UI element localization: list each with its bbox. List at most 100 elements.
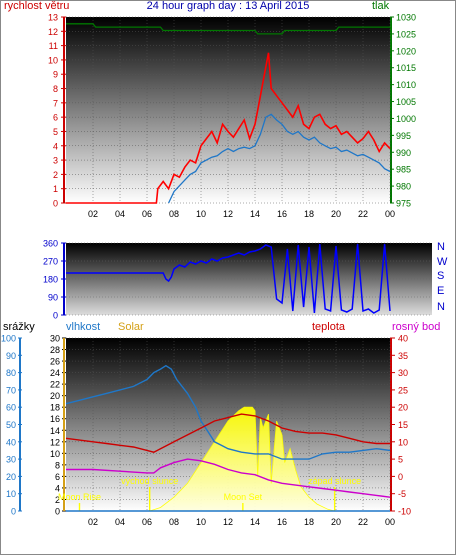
wind-tick-label: 4 <box>53 141 58 151</box>
wind-tick-label: 5 <box>53 127 58 137</box>
compass-label: W <box>437 256 448 268</box>
hour-tick-label: 10 <box>196 209 206 219</box>
wind-gust-line <box>66 52 391 204</box>
hour-tick-label: 14 <box>250 209 260 219</box>
rain-tick-label: 60 <box>6 403 16 413</box>
wind-tick-label: 0 <box>53 199 58 209</box>
humidity-tick-label: 18 <box>50 403 60 413</box>
humidity-tick-label: 4 <box>55 483 60 493</box>
compass-label: E <box>437 285 444 297</box>
hour-tick-label: 00 <box>385 209 395 219</box>
hour-tick-label: 00 <box>385 517 395 527</box>
rain-tick-label: 0 <box>11 507 16 517</box>
humidity-tick-label: 10 <box>50 449 60 459</box>
rain-tick-label: 90 <box>6 351 16 361</box>
temperature-tick-label: 0 <box>398 472 403 482</box>
hour-tick-label: 12 <box>223 517 233 527</box>
temperature-tick-label: 5 <box>398 455 403 465</box>
hour-tick-label: 16 <box>277 209 287 219</box>
hour-tick-label: 22 <box>358 209 368 219</box>
pressure-tick-label: 985 <box>396 165 411 175</box>
pressure-tick-label: 1020 <box>396 46 416 56</box>
temp-line <box>65 413 390 453</box>
hour-tick-label: 08 <box>169 209 179 219</box>
humidity-tick-label: 8 <box>55 460 60 470</box>
temperature-tick-label: 15 <box>398 420 408 430</box>
humidity-tick-label: 0 <box>55 507 60 517</box>
hour-tick-label: 02 <box>88 517 98 527</box>
compass-label: N <box>437 301 445 313</box>
wind-tick-label: 13 <box>48 13 58 23</box>
humidity-tick-label: 16 <box>50 414 60 424</box>
hour-tick-label: 06 <box>142 517 152 527</box>
humidity-tick-label: 28 <box>50 345 60 355</box>
temperature-tick-label: 30 <box>398 368 408 378</box>
humidity-tick-label: 14 <box>50 426 60 436</box>
solar-area <box>149 406 335 512</box>
rain-tick-label: 50 <box>6 420 16 430</box>
wind-tick-label: 12 <box>48 27 58 37</box>
rain-tick-label: 40 <box>6 437 16 447</box>
pressure-label: tlak <box>372 0 390 12</box>
rain-tick-label: 30 <box>6 455 16 465</box>
dew-point-label: rosný bod <box>392 321 440 333</box>
wind-direction-line <box>66 243 391 314</box>
temperature-tick-label: 10 <box>398 437 408 447</box>
pressure-line <box>66 23 390 35</box>
pressure-tick-label: 1025 <box>396 29 416 39</box>
humidity-tick-label: 2 <box>55 495 60 505</box>
solar-label: Solar <box>118 321 144 333</box>
hour-tick-label: 22 <box>358 517 368 527</box>
rain-tick-label: 80 <box>6 368 16 378</box>
rain-tick-label: 10 <box>6 489 16 499</box>
pressure-tick-label: 980 <box>396 182 411 192</box>
hour-tick-label: 18 <box>304 517 314 527</box>
direction-tick-label: 180 <box>43 275 58 285</box>
chart-title: 24 hour graph day : 13 April 2015 <box>147 0 310 12</box>
rain-label: srážky <box>3 321 35 333</box>
wind-tick-label: 10 <box>48 55 58 65</box>
rain-tick-label: 100 <box>1 334 16 344</box>
pressure-tick-label: 1010 <box>396 80 416 90</box>
rain-tick-label: 20 <box>6 472 16 482</box>
temperature-tick-label: -10 <box>398 507 411 517</box>
wind-tick-label: 3 <box>53 156 58 166</box>
hour-tick-label: 20 <box>331 517 341 527</box>
compass-label: S <box>437 270 444 282</box>
hour-tick-label: 04 <box>115 517 125 527</box>
wind-tick-label: 1 <box>53 184 58 194</box>
pressure-tick-label: 1000 <box>396 114 416 124</box>
direction-tick-label: 0 <box>53 311 58 321</box>
temperature-tick-label: -5 <box>398 489 406 499</box>
wind-speed-label: rychlost větru <box>4 0 69 12</box>
humidity-tick-label: 20 <box>50 391 60 401</box>
humidity-tick-label: 22 <box>50 380 60 390</box>
hour-tick-label: 16 <box>277 517 287 527</box>
dew-line <box>66 458 391 498</box>
temperature-label: teplota <box>312 321 346 333</box>
rain-tick-label: 70 <box>6 385 16 395</box>
hour-tick-label: 14 <box>250 517 260 527</box>
humidity-tick-label: 6 <box>55 472 60 482</box>
temperature-tick-label: 20 <box>398 403 408 413</box>
wind-tick-label: 11 <box>49 41 58 51</box>
pressure-tick-label: 1005 <box>396 97 416 107</box>
pressure-tick-label: 1015 <box>396 63 416 73</box>
temperature-tick-label: 25 <box>398 385 408 395</box>
hour-tick-label: 08 <box>169 517 179 527</box>
hour-tick-label: 20 <box>331 209 341 219</box>
compass-label: N <box>437 241 445 253</box>
wind-tick-label: 8 <box>53 84 58 94</box>
wind-tick-label: 2 <box>53 170 58 180</box>
annotation-label: západ slunce <box>308 476 361 486</box>
annotation-label: Moon Rise <box>58 492 101 502</box>
temperature-tick-label: 40 <box>398 334 408 344</box>
humidity-tick-label: 12 <box>50 437 60 447</box>
hour-tick-label: 02 <box>88 209 98 219</box>
hour-tick-label: 06 <box>142 209 152 219</box>
direction-tick-label: 270 <box>43 257 58 267</box>
hour-tick-label: 04 <box>115 209 125 219</box>
pressure-tick-label: 990 <box>396 148 411 158</box>
